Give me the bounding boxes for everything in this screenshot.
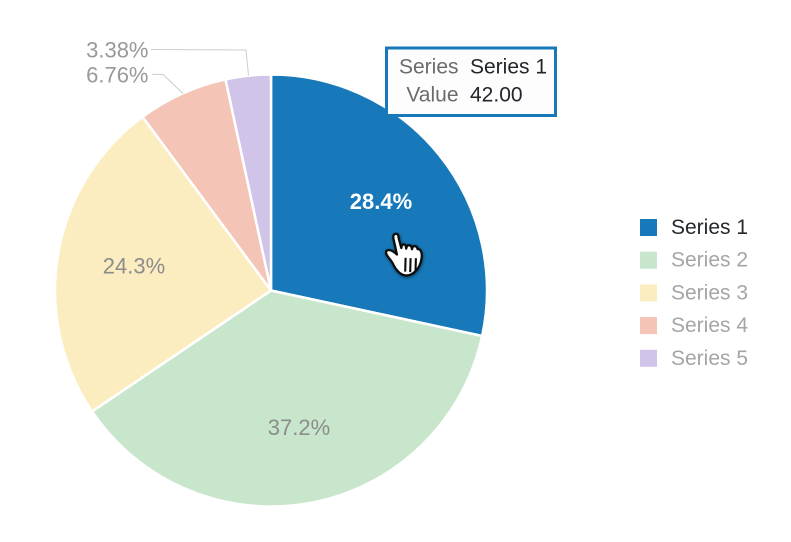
svg-text:Series 2: Series 2 xyxy=(671,249,748,272)
svg-text:37.2%: 37.2% xyxy=(268,415,330,440)
svg-text:28.4%: 28.4% xyxy=(350,189,412,214)
svg-text:24.3%: 24.3% xyxy=(103,254,165,279)
svg-text:Series 4: Series 4 xyxy=(671,314,748,337)
svg-text:Series 1: Series 1 xyxy=(470,56,547,79)
svg-text:Series: Series xyxy=(399,56,459,79)
svg-text:6.76%: 6.76% xyxy=(86,62,148,87)
svg-text:Value: Value xyxy=(406,84,458,107)
svg-text:Series 1: Series 1 xyxy=(671,216,748,239)
svg-text:Series 3: Series 3 xyxy=(671,281,748,304)
svg-text:3.38%: 3.38% xyxy=(86,38,148,63)
svg-text:42.00: 42.00 xyxy=(470,84,523,107)
svg-text:Series 5: Series 5 xyxy=(671,347,748,370)
